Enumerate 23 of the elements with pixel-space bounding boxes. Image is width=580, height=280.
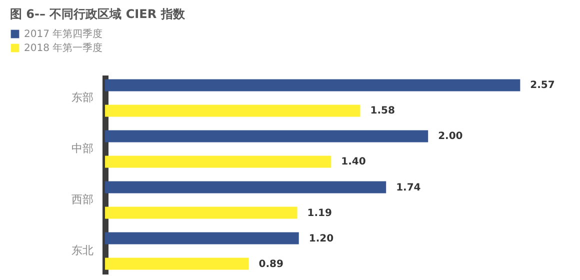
bar (105, 104, 360, 117)
bar (105, 232, 299, 244)
data-label: 1.74 (396, 182, 421, 194)
bar (105, 79, 520, 92)
data-label: 0.89 (258, 258, 284, 270)
chart-title: 图 6-– 不同行政区域 CIER 指数 (10, 7, 186, 21)
data-label: 1.58 (370, 106, 395, 117)
bar (105, 206, 298, 219)
bar (105, 258, 249, 270)
bar (105, 130, 428, 142)
data-label: 1.20 (308, 233, 334, 244)
y-tick-label: 中部 (72, 142, 94, 155)
y-tick-label: 西部 (72, 193, 94, 206)
y-tick-label: 东北 (72, 244, 94, 258)
data-label: 1.40 (341, 156, 366, 168)
data-label: 1.19 (307, 208, 332, 219)
legend-label: 2018 年第一季度 (24, 42, 103, 54)
y-tick-label: 东部 (72, 90, 94, 104)
bar (105, 181, 386, 194)
data-label: 2.57 (530, 80, 555, 92)
legend-label: 2017 年第四季度 (24, 28, 103, 40)
bar (105, 156, 332, 168)
data-label: 2.00 (438, 131, 463, 142)
